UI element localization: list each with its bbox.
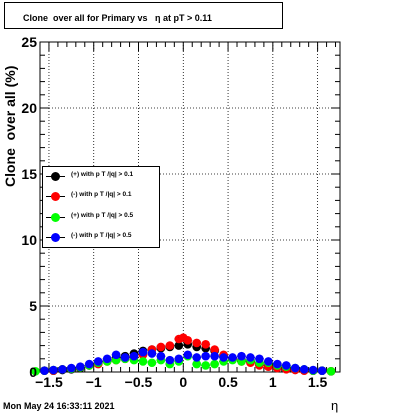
tick-labels: −1.5 −1 −0.5 0 0.5 1 1.5 0 5 10 15 20 25 (21, 34, 327, 390)
data-point (290, 363, 300, 373)
x-tick-label: 1.5 (308, 374, 328, 390)
data-point (201, 351, 210, 361)
data-point (281, 361, 291, 370)
y-tick-label: 20 (21, 100, 37, 116)
data-point (40, 366, 49, 375)
legend-item-plus-0p1: (+) with p T /|q| > 0.1 (43, 167, 159, 187)
data-point (273, 359, 282, 369)
data-point (183, 336, 193, 345)
timestamp: Mon May 24 16:33:11 2021 (3, 401, 115, 411)
legend: (+) with p T /|q| > 0.1 (-) with p T /|q… (42, 166, 160, 248)
data-point (174, 341, 184, 350)
y-tick-label: 10 (21, 232, 37, 248)
data-points (31, 333, 336, 376)
legend-marker-blue (51, 233, 60, 242)
data-point (255, 354, 264, 364)
data-point (219, 353, 228, 362)
data-point (165, 341, 175, 350)
data-point (58, 365, 67, 374)
x-axis-label: η (331, 398, 339, 413)
legend-marker-black (51, 172, 60, 181)
legend-label: (+) with p T /|q| > 0.5 (71, 212, 134, 219)
plot-border (39, 41, 341, 373)
data-point (210, 345, 219, 354)
data-point (156, 342, 166, 352)
data-point (165, 355, 175, 365)
data-point (138, 357, 148, 366)
data-point (49, 365, 58, 375)
y-tick-label: 5 (29, 298, 37, 314)
data-point (237, 351, 246, 361)
title-box: Clone over all for Primary vs η at pT > … (4, 2, 283, 29)
x-tick-label: −0.5 (125, 374, 153, 390)
legend-label: (-) with p T /|q| > 0.1 (71, 191, 132, 198)
data-point (156, 351, 166, 361)
legend-item-minus-0p1: (-) with p T /|q| > 0.1 (43, 187, 159, 207)
data-point (192, 359, 202, 369)
data-point (228, 353, 237, 362)
data-point (192, 353, 202, 362)
legend-item-plus-0p5: (+) with p T /|q| > 0.5 (43, 208, 159, 228)
data-point (183, 350, 193, 360)
data-point (129, 351, 139, 361)
data-point (317, 366, 327, 375)
y-tick-label: 15 (21, 166, 37, 182)
data-point (84, 359, 94, 369)
data-point (31, 367, 40, 376)
data-point (308, 365, 318, 375)
data-point (246, 353, 255, 362)
y-tick-label: 25 (21, 34, 37, 50)
chart-title: Clone over all for Primary vs η at pT > … (23, 13, 212, 23)
data-point (138, 347, 148, 357)
data-point (75, 362, 85, 372)
data-point (210, 359, 219, 369)
data-point (120, 353, 130, 362)
legend-marker-green (51, 213, 60, 222)
x-tick-label: 1 (269, 374, 277, 390)
legend-item-minus-0p5: (-) with p T /|q| > 0.5 (43, 228, 159, 248)
data-point (201, 339, 210, 349)
data-point (147, 349, 157, 358)
data-point (67, 363, 76, 373)
data-point (326, 367, 336, 376)
legend-marker-red (51, 192, 60, 201)
y-axis-label: Clone over all (%) (2, 65, 18, 187)
x-tick-label: 0 (179, 374, 187, 390)
plot-frame (39, 41, 341, 373)
x-tick-label: −1 (86, 374, 102, 390)
x-tick-label: −1.5 (35, 374, 63, 390)
data-point (201, 361, 210, 370)
data-point (147, 358, 157, 368)
data-point (111, 350, 121, 360)
data-point (174, 354, 184, 364)
data-point (210, 351, 219, 361)
y-tick-label: 0 (29, 364, 37, 380)
legend-label: (+) with p T /|q| > 0.1 (71, 171, 134, 178)
data-point (93, 357, 103, 366)
data-point (192, 338, 202, 348)
data-point (264, 357, 273, 366)
data-point (299, 365, 309, 374)
data-point (102, 354, 112, 364)
legend-label: (-) with p T /|q| > 0.5 (71, 232, 132, 239)
x-tick-label: 0.5 (218, 374, 238, 390)
